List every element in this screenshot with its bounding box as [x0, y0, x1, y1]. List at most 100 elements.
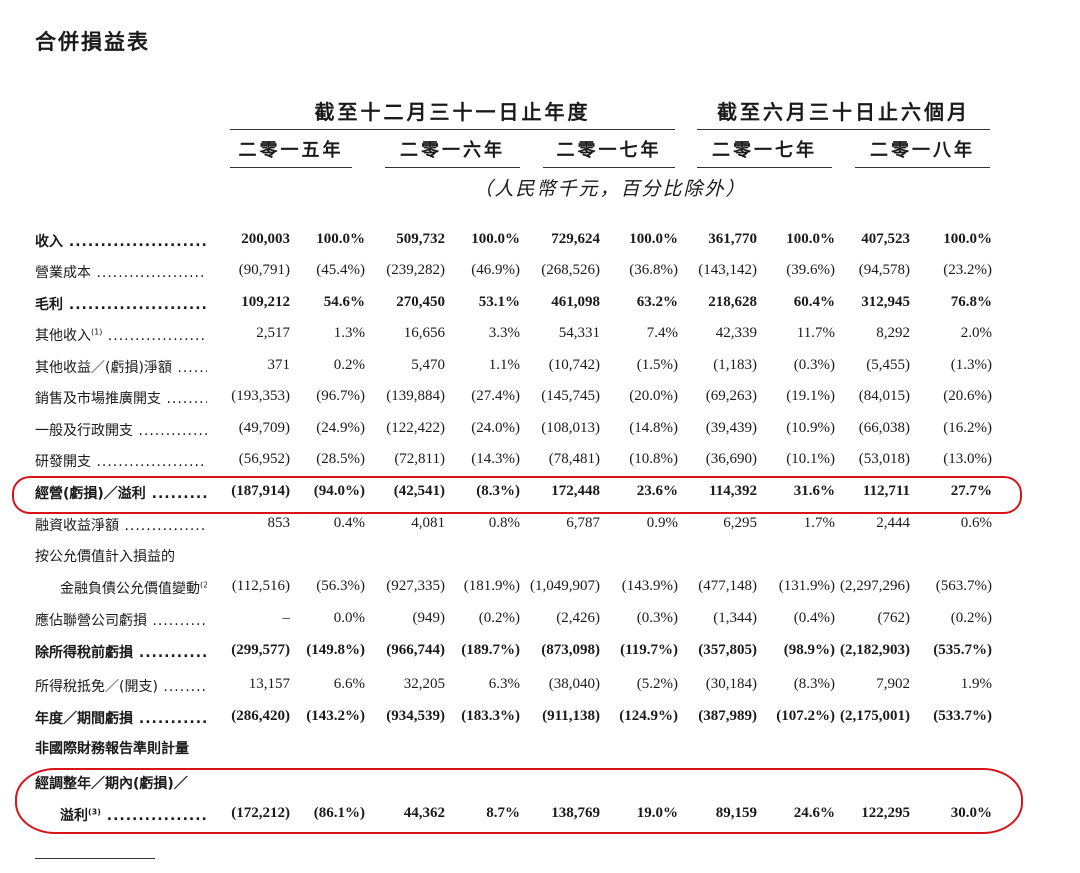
row-label: 其他收入(1) ................................…: [35, 325, 207, 345]
row-label: 金融負債公允價值變動(2) ..........................…: [60, 578, 207, 598]
percent-cell: (20.0%): [629, 388, 678, 404]
percent-cell: (10.8%): [629, 451, 678, 467]
amount-cell: (187,914): [231, 483, 290, 499]
amount-cell: 7,902: [876, 676, 910, 692]
amount-cell: (2,175,001): [840, 708, 910, 724]
amount-cell: (10,742): [548, 357, 600, 373]
percent-cell: (23.2%): [943, 262, 992, 278]
amount-cell: (36,690): [705, 451, 757, 467]
percent-cell: (143.9%): [621, 578, 678, 594]
amount-cell: (1,049,907): [530, 578, 600, 594]
amount-cell: (934,539): [386, 708, 445, 724]
leader-dots: ........................................…: [177, 360, 207, 376]
percent-cell: (183.3%): [461, 708, 520, 724]
amount-cell: (2,426): [556, 610, 600, 626]
amount-cell: (2,182,903): [840, 642, 910, 658]
percent-cell: 0.6%: [960, 515, 992, 531]
row-label-text: 經營(虧損)／溢利: [35, 486, 146, 502]
percent-cell: 24.6%: [793, 805, 835, 821]
row-label: 按公允價值計入損益的: [35, 546, 207, 566]
amount-cell: (30,184): [705, 676, 757, 692]
amount-cell: (139,884): [386, 388, 445, 404]
amount-cell: (966,744): [386, 642, 445, 658]
amount-cell: (143,142): [698, 262, 757, 278]
row-label: 經營(虧損)／溢利 ..............................…: [35, 483, 207, 503]
year-header: 二零一七年: [697, 136, 832, 168]
percent-cell: (124.9%): [619, 708, 678, 724]
amount-cell: (49,709): [238, 420, 290, 436]
percent-cell: 19.0%: [636, 805, 678, 821]
amount-cell: 371: [267, 357, 291, 373]
percent-cell: 6.3%: [488, 676, 520, 692]
amount-cell: 509,732: [396, 231, 445, 247]
leader-dots: ........................................…: [151, 486, 207, 502]
amount-cell: (90,791): [238, 262, 290, 278]
row-label: 經調整年／期內(虧損)／: [35, 773, 207, 793]
amount-cell: 2,517: [256, 325, 290, 341]
leader-dots: ........................................…: [96, 454, 207, 470]
leader-dots: ........................................…: [138, 711, 207, 727]
percent-cell: 30.0%: [950, 805, 992, 821]
percent-cell: (46.9%): [471, 262, 520, 278]
amount-cell: 122,295: [861, 805, 910, 821]
amount-cell: (762): [877, 610, 911, 626]
leader-dots: ........................................…: [96, 265, 207, 281]
percent-cell: 63.2%: [636, 294, 678, 310]
leader-dots: ........................................…: [68, 297, 207, 313]
percent-cell: (189.7%): [461, 642, 520, 658]
row-label-text: 毛利: [35, 297, 63, 313]
amount-cell: 218,628: [708, 294, 757, 310]
percent-cell: (535.7%): [933, 642, 992, 658]
percent-cell: (119.7%): [620, 642, 678, 658]
table-row: 營業成本 ...................................…: [0, 262, 1080, 286]
amount-cell: (193,353): [231, 388, 290, 404]
header-group-six-months: 截至六月三十日止六個月: [697, 96, 990, 130]
percent-cell: 23.6%: [636, 483, 678, 499]
row-label: 年度／期間虧損 ................................…: [35, 708, 207, 728]
percent-cell: (24.0%): [471, 420, 520, 436]
amount-cell: (72,811): [394, 451, 445, 467]
percent-cell: (14.8%): [629, 420, 678, 436]
table-row: 按公允價值計入損益的: [0, 546, 1080, 570]
percent-cell: 1.7%: [803, 515, 835, 531]
amount-cell: (53,018): [858, 451, 910, 467]
percent-cell: (14.3%): [471, 451, 520, 467]
amount-cell: (108,013): [541, 420, 600, 436]
amount-cell: (112,516): [231, 578, 290, 594]
percent-cell: 31.6%: [793, 483, 835, 499]
table-row: 融資收益淨額 .................................…: [0, 515, 1080, 539]
table-row: 所得稅抵免／(開支) .............................…: [0, 676, 1080, 700]
row-label-text: 經調整年／期內(虧損)／: [35, 776, 188, 792]
percent-cell: 6.6%: [333, 676, 365, 692]
footnote-ref: (2): [200, 580, 207, 590]
leader-dots: ........................................…: [152, 613, 207, 629]
amount-cell: 361,770: [708, 231, 757, 247]
table-row: 經營(虧損)／溢利 ..............................…: [0, 483, 1080, 507]
percent-cell: 0.8%: [488, 515, 520, 531]
row-label: 非國際財務報告準則計量: [35, 738, 207, 758]
percent-cell: (20.6%): [943, 388, 992, 404]
leader-dots: ........................................…: [166, 391, 207, 407]
amount-cell: (873,098): [541, 642, 600, 658]
amount-cell: (56,952): [238, 451, 290, 467]
amount-cell: 853: [267, 515, 291, 531]
table-row: 其他收入(1) ................................…: [0, 325, 1080, 349]
percent-cell: (96.7%): [316, 388, 365, 404]
row-label: 應佔聯營公司虧損 ...............................…: [35, 610, 207, 630]
leader-dots: ........................................…: [138, 645, 207, 661]
row-label: 毛利 .....................................…: [35, 294, 207, 314]
footnote-ref: (3): [88, 807, 101, 817]
row-label: 營業成本 ...................................…: [35, 262, 207, 282]
header-group-full-year: 截至十二月三十一日止年度: [230, 96, 675, 130]
percent-cell: (0.3%): [636, 610, 678, 626]
amount-cell: (42,541): [393, 483, 445, 499]
amount-cell: 16,656: [403, 325, 445, 341]
percent-cell: 100.0%: [786, 231, 835, 247]
amount-cell: (122,422): [386, 420, 445, 436]
amount-cell: (84,015): [858, 388, 910, 404]
footnote-divider: [35, 858, 155, 859]
table-row: 非國際財務報告準則計量: [0, 738, 1080, 762]
row-label-text: 一般及行政開支: [35, 423, 133, 439]
percent-cell: (0.2%): [950, 610, 992, 626]
row-label-text: 營業成本: [35, 265, 91, 281]
